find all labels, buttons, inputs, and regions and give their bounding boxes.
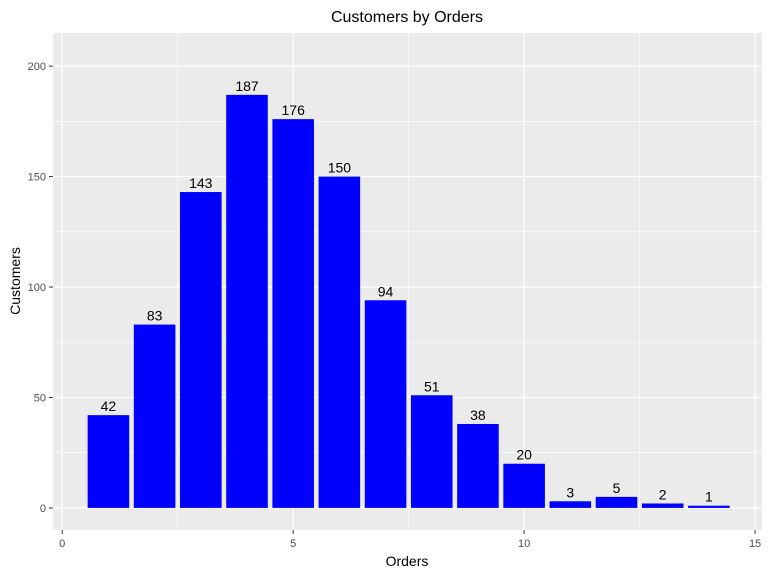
- bar: [457, 423, 499, 508]
- bar-value-label: 38: [470, 407, 486, 423]
- bar-value-label: 1: [705, 489, 713, 505]
- bar: [318, 176, 361, 508]
- y-tick-label: 200: [28, 61, 46, 73]
- bar: [364, 300, 407, 508]
- bar: [410, 395, 453, 508]
- bar-value-label: 94: [378, 283, 394, 299]
- bar: [272, 119, 314, 508]
- x-tick-label: 15: [749, 538, 761, 550]
- bar-value-label: 143: [189, 175, 213, 191]
- y-tick-label: 50: [34, 392, 46, 404]
- y-axis-title: Customers: [7, 247, 23, 315]
- bar: [595, 496, 638, 508]
- bar: [641, 503, 684, 508]
- bar-value-label: 42: [101, 398, 117, 414]
- bar: [503, 463, 545, 508]
- bar-value-label: 51: [424, 378, 440, 394]
- bar: [180, 192, 222, 508]
- bar: [133, 324, 176, 508]
- bar-value-label: 187: [235, 78, 259, 94]
- x-tick-label: 0: [59, 538, 65, 550]
- bar: [226, 94, 268, 508]
- y-tick-label: 100: [28, 282, 46, 294]
- bar-value-label: 83: [147, 308, 163, 324]
- x-tick-label: 10: [518, 538, 530, 550]
- bars: [87, 94, 730, 508]
- bar: [688, 505, 730, 508]
- bar: [87, 415, 130, 508]
- bar-value-label: 150: [328, 160, 352, 176]
- x-axis: 0 5 10 15: [59, 530, 761, 550]
- bar-value-label: 20: [516, 447, 532, 463]
- bar-value-label: 176: [282, 102, 306, 118]
- chart-title: Customers by Orders: [331, 9, 483, 26]
- bar: [549, 501, 592, 508]
- y-tick-label: 150: [28, 172, 46, 184]
- bar-value-label: 3: [566, 484, 574, 500]
- bar-value-label: 2: [659, 486, 667, 502]
- data-labels: 42 83 143 187 176 150 94 51 38 20 3 5 2 1: [101, 78, 713, 505]
- bar-value-label: 5: [613, 480, 621, 496]
- x-tick-label: 5: [290, 538, 296, 550]
- major-gridlines: [53, 33, 762, 530]
- y-axis: 0 50 100 150 200: [28, 61, 53, 515]
- y-tick-label: 0: [40, 503, 46, 515]
- x-axis-title: Orders: [386, 553, 429, 569]
